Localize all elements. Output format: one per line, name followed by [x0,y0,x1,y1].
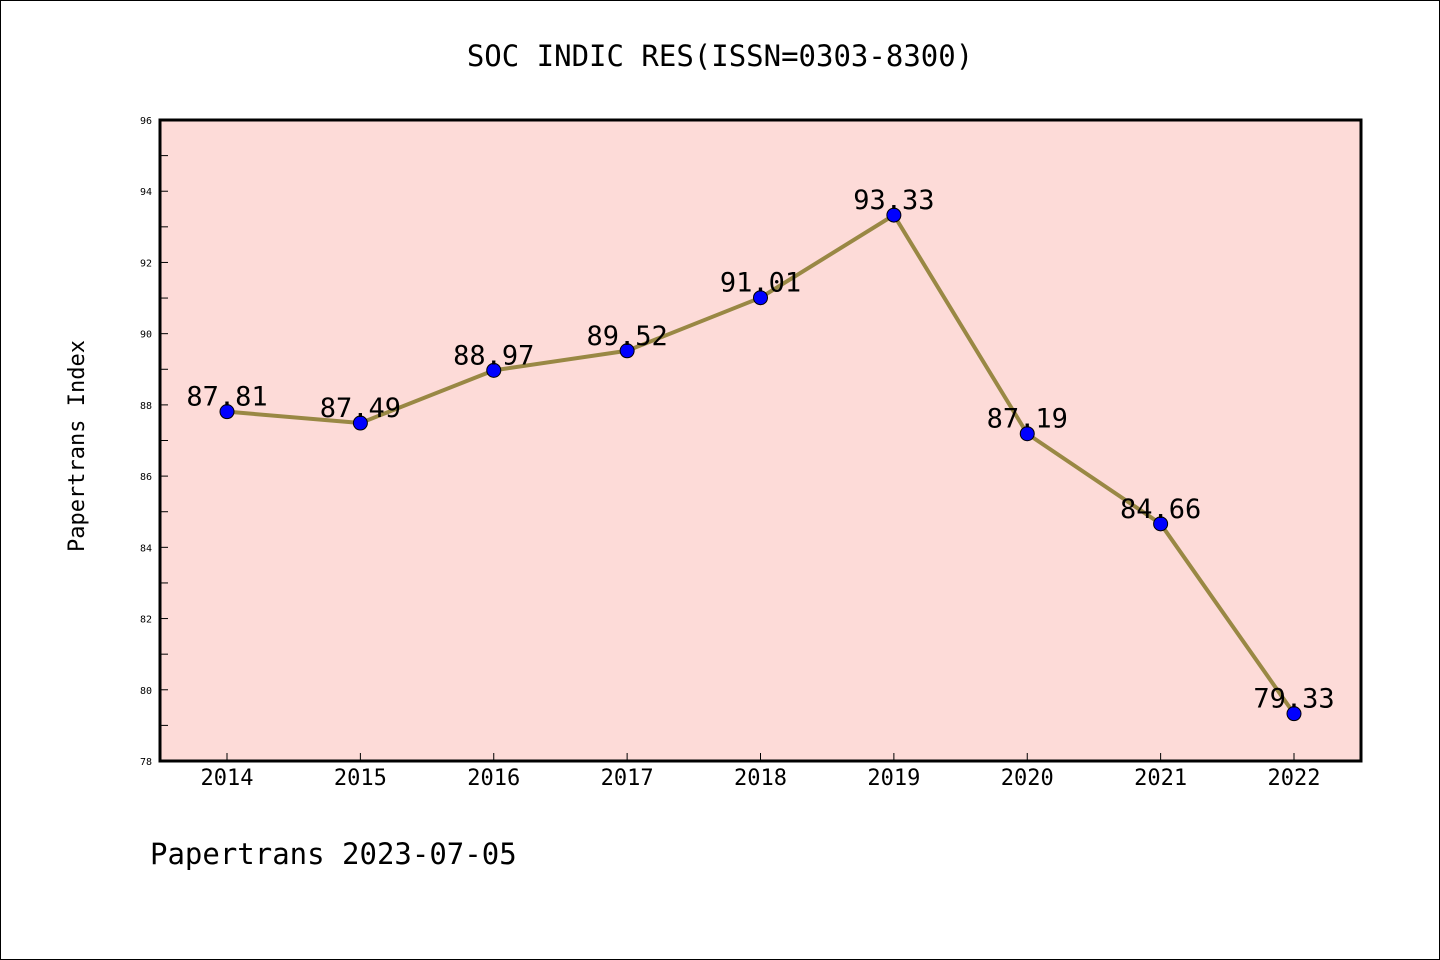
x-tick-label: 2020 [1001,766,1054,791]
y-tick-label: 80 [140,686,152,697]
data-label: 84.66 [1120,494,1201,525]
data-point [619,343,635,359]
x-tick-label: 2019 [867,766,920,791]
chart-title: SOC INDIC RES(ISSN=0303-8300) [467,39,973,73]
y-axis-ticks: 78 80 82 84 86 88 90 92 94 96 [140,116,168,768]
plot-frame [158,118,1363,763]
y-axis-label: Papertrans Index [65,340,90,552]
data-label: 87.19 [987,404,1068,435]
data-point [1286,706,1302,722]
y-tick-label: 90 [140,330,152,341]
data-point [486,362,502,378]
x-tick-label: 2016 [467,766,520,791]
data-points [219,207,1302,722]
data-point [1153,516,1169,532]
y-tick-label: 84 [140,543,152,554]
y-tick-label: 92 [140,258,152,269]
y-tick-label: 78 [140,757,152,768]
data-label: 79.33 [1253,684,1334,715]
x-tick-label: 2021 [1134,766,1187,791]
y-tick-label: 88 [140,401,152,412]
plot-area [160,120,1361,761]
data-label: 87.81 [186,382,267,413]
data-point [219,404,235,420]
data-label: 88.97 [453,340,534,371]
x-tick-label: 2022 [1268,766,1321,791]
footer-text: Papertrans 2023-07-05 [150,837,517,871]
x-tick-label: 2017 [601,766,654,791]
data-labels: 87.81 87.49 88.97 89.52 91.01 93.33 87.19 84.66… [186,185,1334,715]
y-tick-label: 82 [140,615,152,626]
x-tick-label: 2014 [201,766,254,791]
y-tick-label: 86 [140,472,152,483]
y-tick-label: 94 [140,187,152,198]
data-label: 91.01 [720,268,801,299]
x-axis-ticks: 2014 2015 2016 2017 2018 2019 2020 2021 2022 [201,753,1321,791]
data-label: 87.49 [320,393,401,424]
x-tick-label: 2018 [734,766,787,791]
data-point [1019,426,1035,442]
data-label: 89.52 [586,321,667,352]
data-point [753,290,768,306]
data-point [886,207,902,223]
data-point [352,415,368,431]
y-tick-label: 96 [140,116,152,127]
data-label: 93.33 [853,185,934,216]
x-tick-label: 2015 [334,766,387,791]
